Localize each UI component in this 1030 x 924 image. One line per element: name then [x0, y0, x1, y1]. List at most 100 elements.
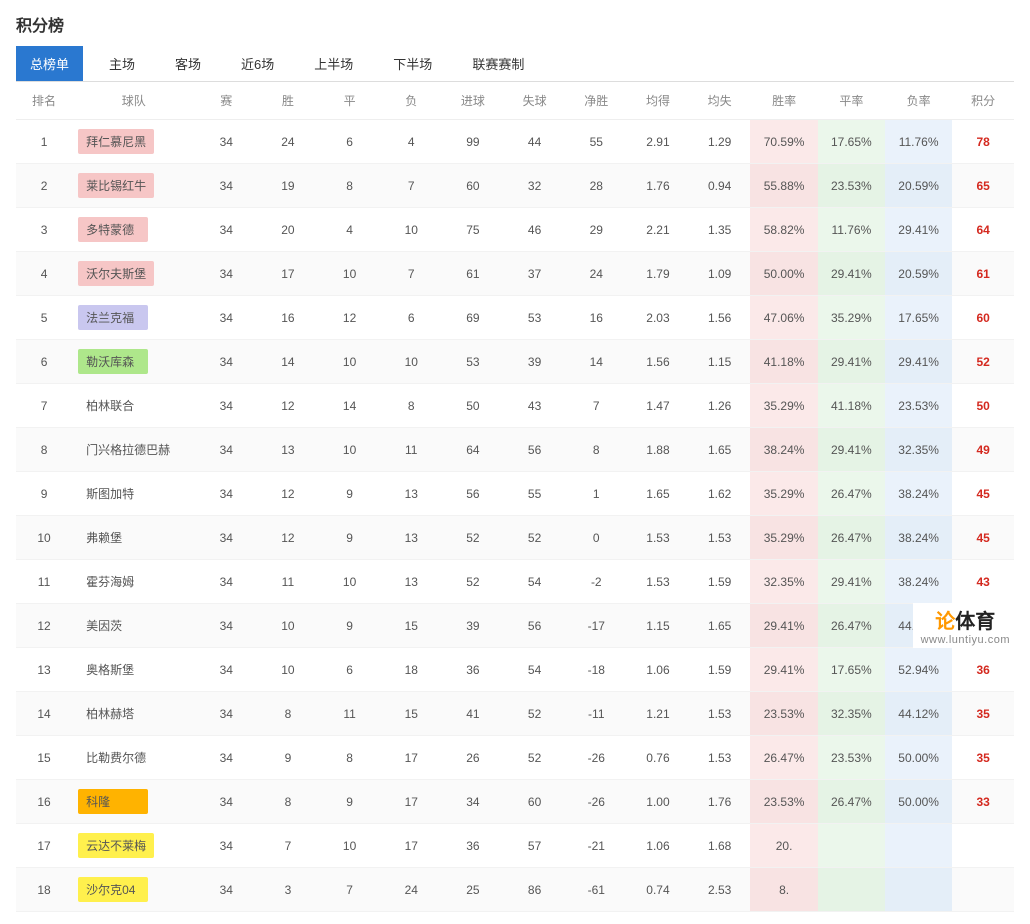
- col-header: 平率: [818, 82, 885, 120]
- cell: 15: [380, 692, 442, 736]
- cell: 1.15: [627, 604, 689, 648]
- cell: 1.35: [689, 208, 751, 252]
- rank-cell: 7: [16, 384, 72, 428]
- cell: 60: [504, 780, 566, 824]
- cell: 1.53: [627, 516, 689, 560]
- points-cell: [952, 824, 1014, 868]
- col-header: 胜率: [750, 82, 817, 120]
- cell: 1.09: [689, 252, 751, 296]
- team-badge: 柏林联合: [78, 393, 148, 418]
- cell: 18: [380, 648, 442, 692]
- points-cell: 45: [952, 472, 1014, 516]
- team-cell[interactable]: 斯图加特: [72, 472, 195, 516]
- team-cell[interactable]: 沙尔克04: [72, 868, 195, 912]
- tab-5[interactable]: 下半场: [379, 46, 446, 81]
- team-badge: 莱比锡红牛: [78, 173, 154, 198]
- cell: 1.65: [627, 472, 689, 516]
- cell: 75: [442, 208, 504, 252]
- cell: 32.35%: [750, 560, 817, 604]
- cell: 34: [195, 208, 257, 252]
- team-cell[interactable]: 沃尔夫斯堡: [72, 252, 195, 296]
- cell: 0.76: [627, 736, 689, 780]
- cell: 1.15: [689, 340, 751, 384]
- rank-cell: 2: [16, 164, 72, 208]
- cell: 29.41%: [885, 208, 952, 252]
- tab-1[interactable]: 主场: [95, 46, 149, 81]
- team-cell[interactable]: 弗赖堡: [72, 516, 195, 560]
- team-cell[interactable]: 多特蒙德: [72, 208, 195, 252]
- tab-2[interactable]: 客场: [161, 46, 215, 81]
- cell: 41: [442, 692, 504, 736]
- team-cell[interactable]: 柏林赫塔: [72, 692, 195, 736]
- team-badge: 奥格斯堡: [78, 657, 148, 682]
- rank-cell: 3: [16, 208, 72, 252]
- cell: 1.88: [627, 428, 689, 472]
- cell: -21: [565, 824, 627, 868]
- cell: [885, 824, 952, 868]
- team-cell[interactable]: 美因茨: [72, 604, 195, 648]
- team-cell[interactable]: 奥格斯堡: [72, 648, 195, 692]
- cell: 1.00: [627, 780, 689, 824]
- cell: 1.59: [689, 560, 751, 604]
- cell: 34: [195, 340, 257, 384]
- team-cell[interactable]: 云达不莱梅: [72, 824, 195, 868]
- cell: 11.76%: [818, 208, 885, 252]
- cell: 23.53%: [885, 384, 952, 428]
- cell: 23.53%: [750, 692, 817, 736]
- cell: 1.76: [627, 164, 689, 208]
- cell: 4: [319, 208, 381, 252]
- tab-4[interactable]: 上半场: [300, 46, 367, 81]
- cell: 37: [504, 252, 566, 296]
- team-cell[interactable]: 莱比锡红牛: [72, 164, 195, 208]
- tab-bar: 总榜单主场客场近6场上半场下半场联赛赛制: [16, 46, 1014, 82]
- cell: 86: [504, 868, 566, 912]
- cell: 7: [380, 252, 442, 296]
- cell: 17.65%: [818, 120, 885, 164]
- cell: 2.91: [627, 120, 689, 164]
- cell: 10: [319, 252, 381, 296]
- cell: 9: [319, 604, 381, 648]
- team-badge: 科隆: [78, 789, 148, 814]
- cell: 8: [380, 384, 442, 428]
- cell: 1.06: [627, 648, 689, 692]
- team-badge: 比勒费尔德: [78, 745, 154, 770]
- cell: 10: [319, 340, 381, 384]
- col-header: 胜: [257, 82, 319, 120]
- cell: 34: [195, 780, 257, 824]
- team-cell[interactable]: 科隆: [72, 780, 195, 824]
- cell: 55.88%: [750, 164, 817, 208]
- tab-6[interactable]: 联赛赛制: [458, 46, 538, 81]
- table-row: 14柏林赫塔34811154152-111.211.5323.53%32.35%…: [16, 692, 1014, 736]
- cell: 24: [257, 120, 319, 164]
- tab-0[interactable]: 总榜单: [16, 46, 83, 81]
- cell: 1.56: [689, 296, 751, 340]
- rank-cell: 6: [16, 340, 72, 384]
- team-cell[interactable]: 法兰克福: [72, 296, 195, 340]
- team-badge: 沙尔克04: [78, 877, 148, 902]
- cell: 7: [565, 384, 627, 428]
- cell: [818, 824, 885, 868]
- team-cell[interactable]: 门兴格拉德巴赫: [72, 428, 195, 472]
- cell: 14: [257, 340, 319, 384]
- cell: 16: [565, 296, 627, 340]
- team-cell[interactable]: 勒沃库森: [72, 340, 195, 384]
- cell: 52: [504, 516, 566, 560]
- cell: 34: [195, 560, 257, 604]
- col-header: 排名: [16, 82, 72, 120]
- tab-3[interactable]: 近6场: [227, 46, 288, 81]
- standings-table: 排名球队赛胜平负进球失球净胜均得均失胜率平率负率积分 1拜仁慕尼黑3424649…: [16, 82, 1014, 912]
- table-row: 5法兰克福34161266953162.031.5647.06%35.29%17…: [16, 296, 1014, 340]
- team-cell[interactable]: 比勒费尔德: [72, 736, 195, 780]
- rank-cell: 1: [16, 120, 72, 164]
- team-cell[interactable]: 霍芬海姆: [72, 560, 195, 604]
- col-header: 积分: [952, 82, 1014, 120]
- rank-cell: 17: [16, 824, 72, 868]
- cell: 47.06%: [750, 296, 817, 340]
- table-row: 13奥格斯堡34106183654-181.061.5929.41%17.65%…: [16, 648, 1014, 692]
- team-cell[interactable]: 柏林联合: [72, 384, 195, 428]
- cell: 8: [319, 164, 381, 208]
- cell: 10: [257, 604, 319, 648]
- points-cell: 64: [952, 208, 1014, 252]
- team-badge: 沃尔夫斯堡: [78, 261, 154, 286]
- team-cell[interactable]: 拜仁慕尼黑: [72, 120, 195, 164]
